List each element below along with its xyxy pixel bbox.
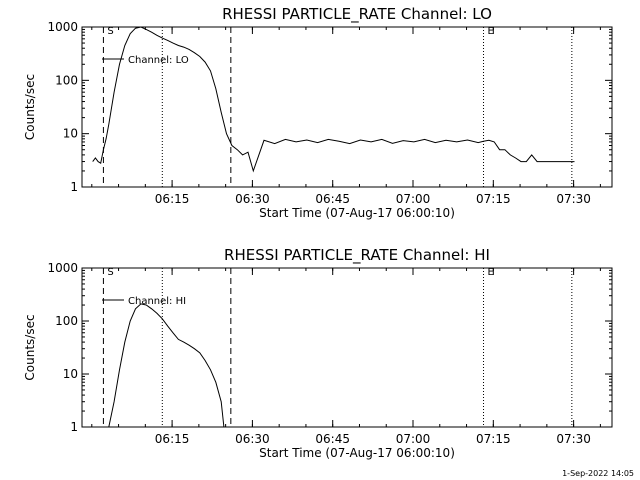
panel2-y-axis-label: Counts/sec xyxy=(23,314,37,380)
panel1-y-tick-label: 10 xyxy=(63,127,78,141)
panel1-x-tick-label: 07:30 xyxy=(556,192,591,206)
panel2-x-axis-label: Start Time (07-Aug-17 06:00:10) xyxy=(259,446,455,460)
panel1-x-tick-label: 07:15 xyxy=(476,192,511,206)
panel1-time-marker-label: E xyxy=(488,26,494,37)
panel2-y-tick-label: 1000 xyxy=(47,261,78,275)
panel2-time-marker-label: S xyxy=(107,267,113,278)
panel1-x-axis-label: Start Time (07-Aug-17 06:00:10) xyxy=(259,206,455,220)
panel2-x-tick-label: 07:00 xyxy=(396,432,431,446)
panel1-y-tick-label: 100 xyxy=(55,73,78,87)
panel1-y-axis-label: Counts/sec xyxy=(23,74,37,140)
panel2-time-marker-label: E xyxy=(488,267,494,278)
panel2-x-tick-label: 07:30 xyxy=(556,432,591,446)
panel1-x-tick-label: 06:30 xyxy=(235,192,270,206)
panel2-x-tick-label: 06:45 xyxy=(315,432,350,446)
panel1-x-tick-label: 06:15 xyxy=(155,192,190,206)
panel2-chart-title: RHESSI PARTICLE_RATE Channel: HI xyxy=(224,246,490,265)
panel2-y-tick-label: 10 xyxy=(63,367,78,381)
panel1-time-marker-label: S xyxy=(107,26,113,37)
panel2-plot-frame xyxy=(81,267,613,428)
panel1-plot-frame xyxy=(81,26,613,188)
panel1-chart-title: RHESSI PARTICLE_RATE Channel: LO xyxy=(222,5,492,24)
panel2-legend-label: Channel: HI xyxy=(128,296,186,307)
panel2-x-tick-label: 06:30 xyxy=(235,432,270,446)
panel2-x-tick-label: 07:15 xyxy=(476,432,511,446)
panel2-y-tick-label: 1 xyxy=(70,420,78,434)
panel1-y-tick-label: 1 xyxy=(70,180,78,194)
panel2-x-tick-label: 06:15 xyxy=(155,432,190,446)
panel1-y-tick-label: 1000 xyxy=(47,20,78,34)
panel1-x-tick-label: 06:45 xyxy=(315,192,350,206)
panel1-series-line xyxy=(92,26,575,173)
panel2-y-tick-label: 100 xyxy=(55,314,78,328)
panel1-x-tick-label: 07:00 xyxy=(396,192,431,206)
panel1-legend-label: Channel: LO xyxy=(128,55,189,66)
footer-timestamp: 1-Sep-2022 14:05 xyxy=(562,469,634,478)
panel2-series-line xyxy=(108,303,225,428)
